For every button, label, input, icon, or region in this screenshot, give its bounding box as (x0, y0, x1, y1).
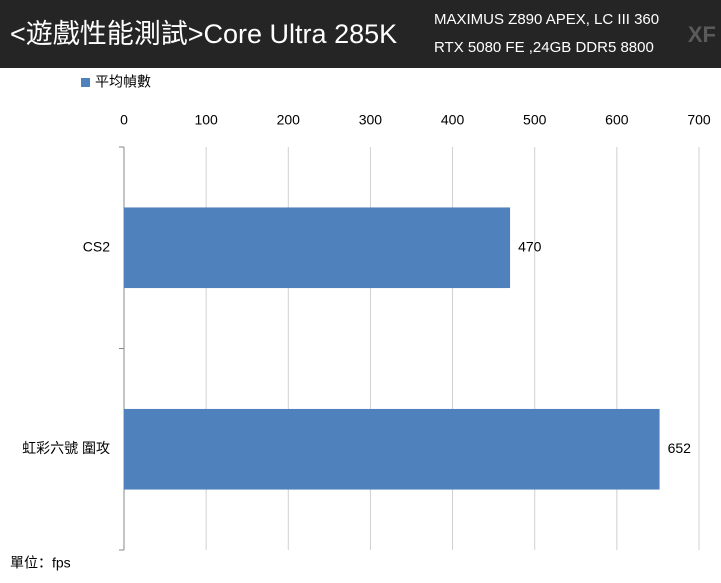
logo: XF (688, 22, 716, 47)
y-tick-label: CS2 (83, 238, 110, 254)
header-band (0, 0, 721, 68)
y-tick-label: 虹彩六號 圍攻 (22, 440, 110, 456)
bar (124, 408, 660, 490)
x-tick-label: 300 (359, 112, 383, 128)
chart-subtitle: MAXIMUS Z890 APEX, LC III 360 (434, 11, 659, 28)
x-tick-label: 700 (687, 112, 711, 128)
x-tick-label: 0 (120, 112, 128, 128)
x-tick-label: 100 (194, 112, 218, 128)
legend-label: 平均幀數 (95, 74, 151, 90)
unit-note: 單位：fps (10, 555, 71, 571)
value-label: 652 (668, 440, 692, 456)
x-tick-label: 500 (523, 112, 547, 128)
chart-title: <遊戲性能測試>Core Ultra 285K (10, 19, 397, 49)
bar (124, 207, 511, 289)
x-tick-label: 200 (277, 112, 301, 128)
legend-swatch (81, 78, 90, 87)
x-tick-label: 400 (441, 112, 465, 128)
chart-subtitle: RTX 5080 FE ,24GB DDR5 8800 (434, 39, 654, 56)
value-label: 470 (518, 238, 542, 254)
x-tick-label: 600 (605, 112, 629, 128)
